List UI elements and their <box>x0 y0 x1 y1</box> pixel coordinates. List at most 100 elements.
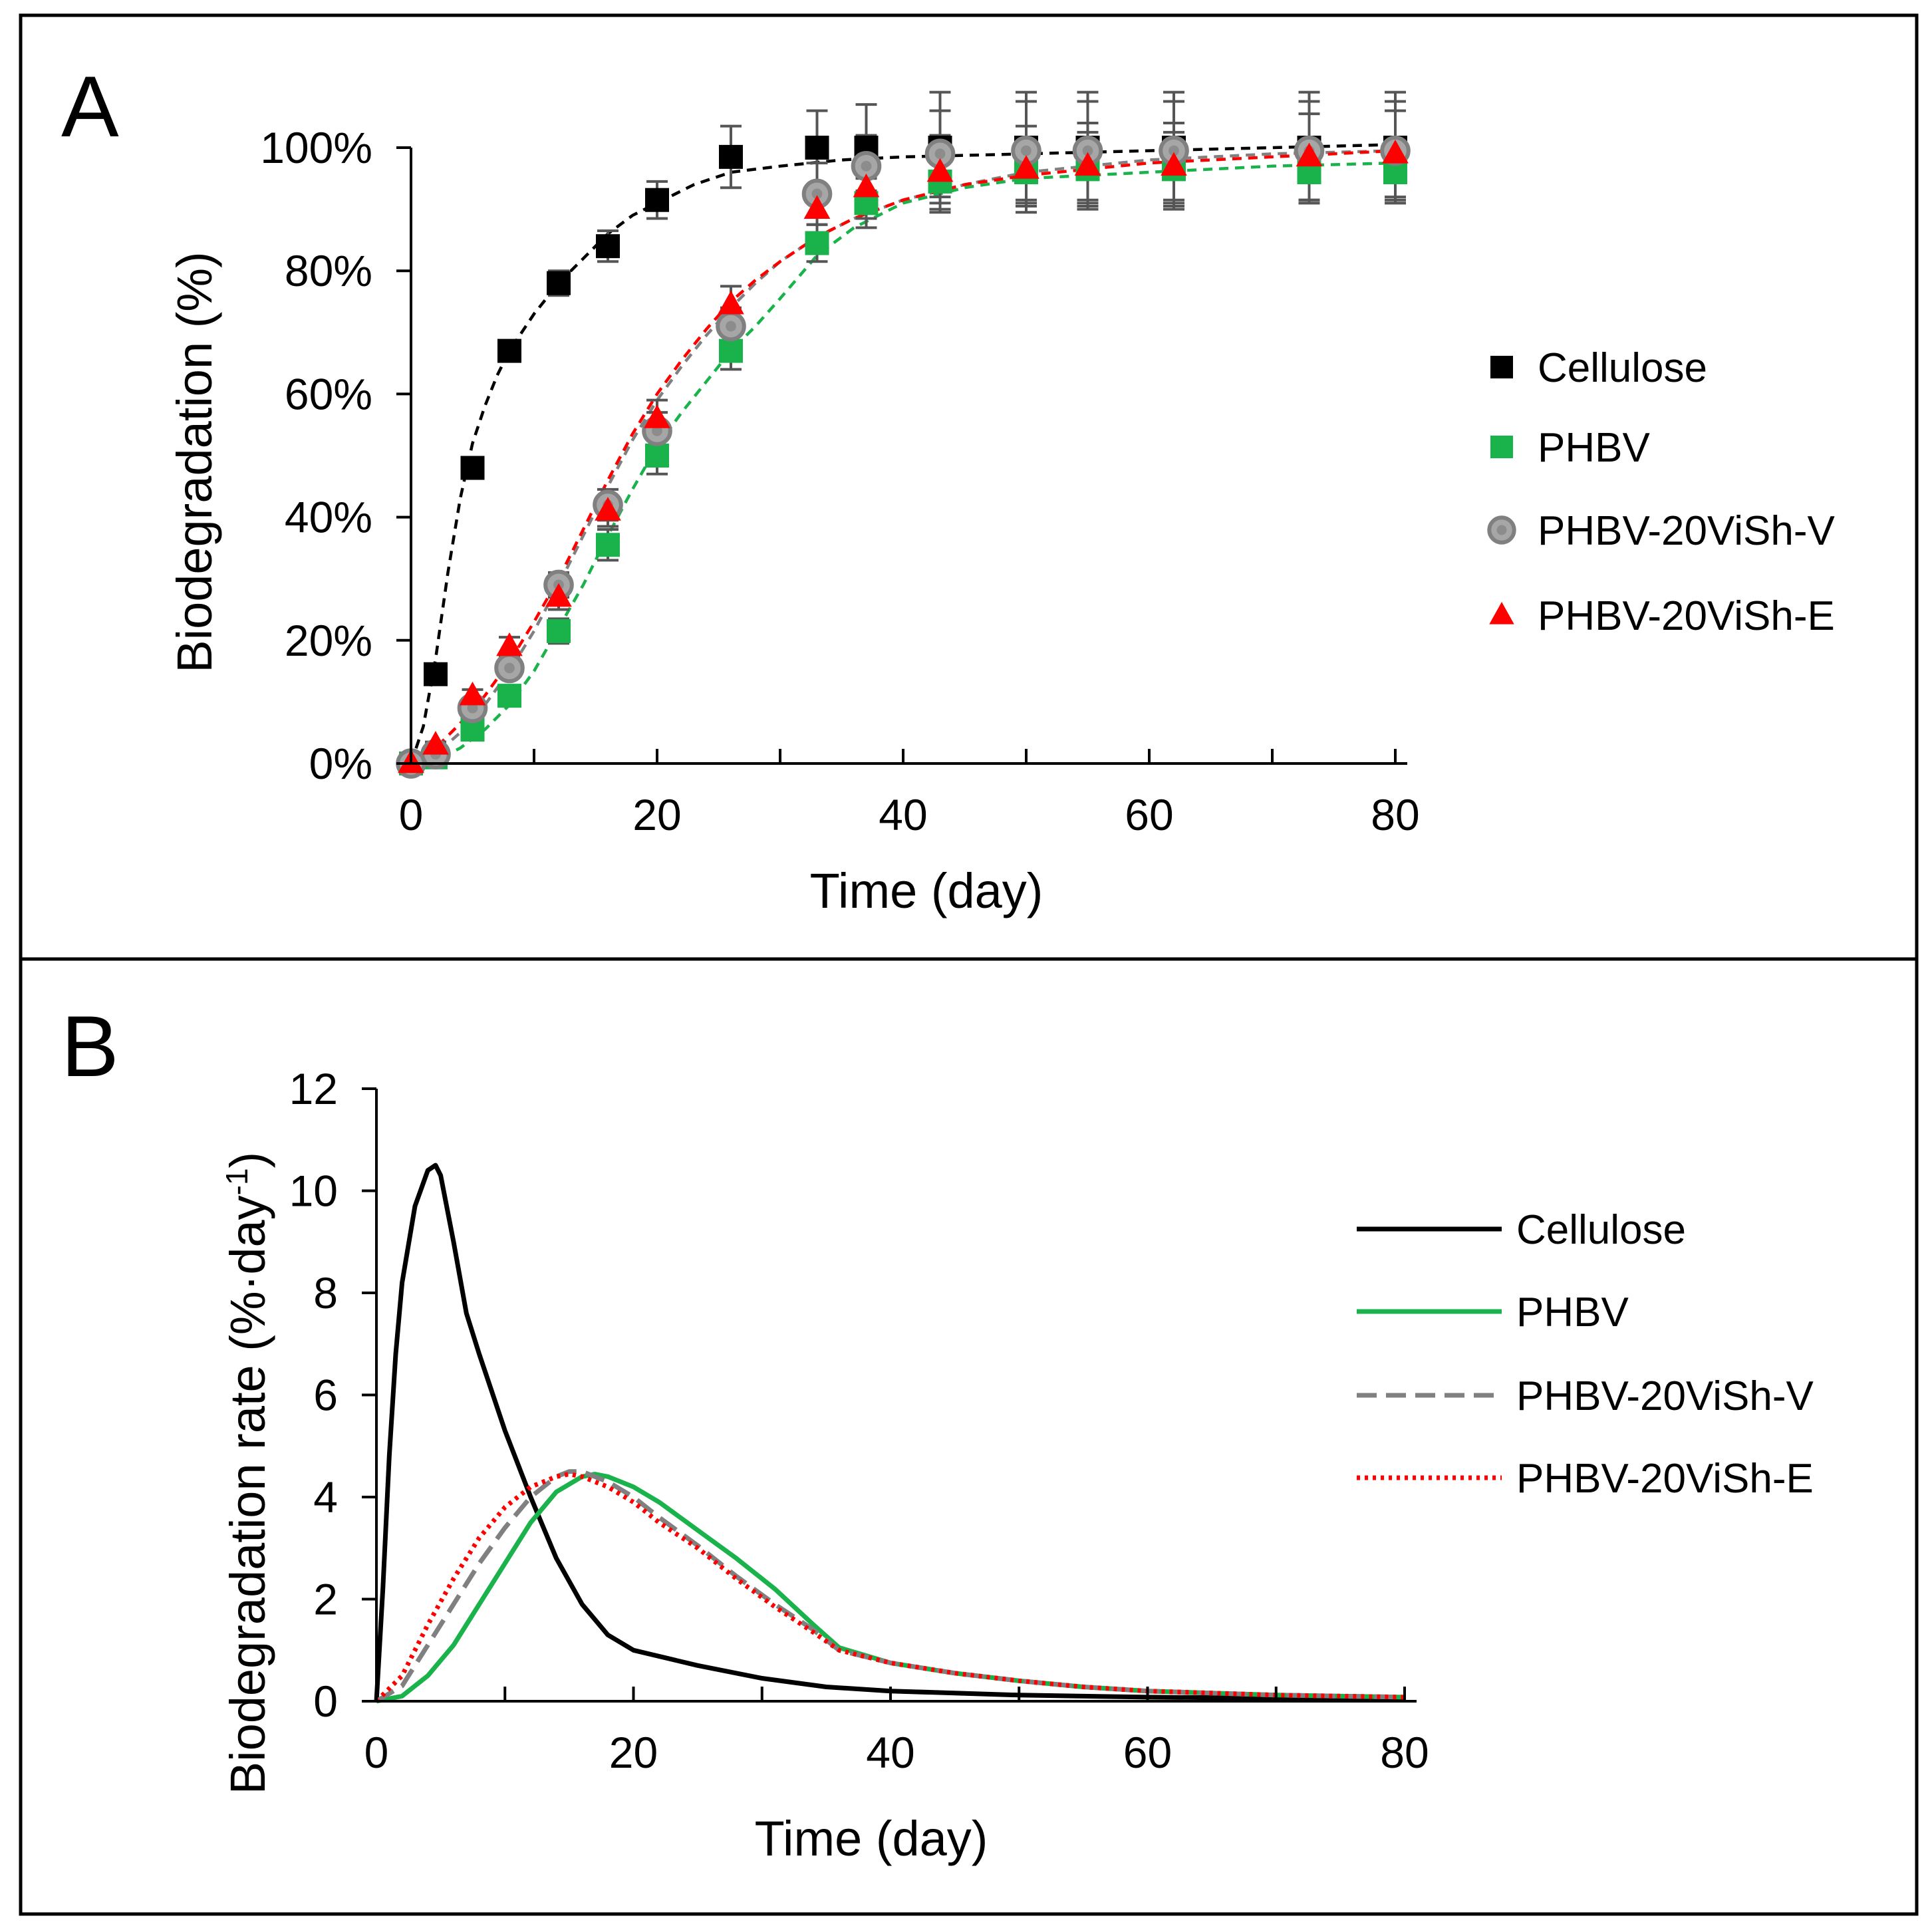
panel-a-legend: Cellulose PHBV PHBV-20ViSh-V PHBV-20ViSh-E <box>1487 345 1836 639</box>
panel-b-phbv-line <box>376 1472 1405 1704</box>
panel-a-phbv-20vish-e-point <box>1013 155 1039 179</box>
panel-a-phbv-20vish-e-point <box>1382 140 1409 164</box>
panel-b-x-tick-label: 40 <box>866 1728 914 1777</box>
panel-a-phbv-20vish-e-point <box>595 497 621 521</box>
panel-a-phbv-20vish-e-point <box>1074 152 1101 176</box>
panel-a-legend-phbv-20vish-v-marker-core <box>1496 525 1507 535</box>
panel-a-cellulose-point <box>424 662 448 686</box>
panel-a-phbv-20vish-e-point <box>1296 142 1323 167</box>
panel-a-cellulose-point <box>805 136 829 160</box>
panel-b-legend-phbv-20vish-e-label: PHBV-20ViSh-E <box>1516 1456 1814 1502</box>
panel-b-series-layer <box>374 1163 1405 1704</box>
panel-b-y-tick-label: 12 <box>289 1064 338 1113</box>
panel-a-x-tick-label: 20 <box>632 790 681 839</box>
panel-b-y-tick-label: 4 <box>313 1472 338 1522</box>
panel-a-cellulose-point <box>719 144 743 169</box>
panel-b-x-tick-label: 60 <box>1123 1728 1172 1777</box>
panel-a-phbv-20vish-v-point <box>924 138 956 170</box>
panel-b-y-tick-label: 10 <box>289 1167 338 1216</box>
panel-b-x-tick-label: 80 <box>1380 1728 1429 1777</box>
panel-a-cellulose-point <box>596 234 620 259</box>
panel-a: A 0% 20% 40% 60% 80% 100% 0 20 40 60 80 Time (day)… <box>61 58 1836 918</box>
panel-b-y-tick-label: 2 <box>313 1575 338 1624</box>
panel-a-phbv-20vish-v-point <box>716 311 746 342</box>
panel-a-phbv-20vish-v-point-core <box>652 426 662 436</box>
panel-a-phbv-20vish-v-point-core <box>467 702 478 714</box>
panel-a-cellulose-point <box>497 339 521 363</box>
panel-a-phbv-20vish-v-point-core <box>726 321 736 332</box>
panel-a-x-tick-label: 40 <box>879 790 927 839</box>
panel-b-legend-cellulose-label: Cellulose <box>1516 1207 1686 1253</box>
panel-a-x-tick-label: 80 <box>1371 790 1419 839</box>
panel-a-legend-cellulose-marker <box>1490 356 1513 378</box>
panel-b-x-axis-title: Time (day) <box>755 1811 988 1866</box>
panel-a-legend-phbv-20vish-v-label: PHBV-20ViSh-V <box>1538 508 1836 554</box>
panel-a-phbv-20vish-v-point-core <box>1169 145 1179 156</box>
panel-a-phbv-20vish-v-point <box>1011 135 1041 166</box>
panel-a-phbv-20vish-e-point <box>422 731 449 755</box>
panel-a-phbv-20vish-v-point <box>801 178 833 209</box>
panel-a-y-tick-label: 0% <box>309 739 372 788</box>
panel-a-y-tick-label: 20% <box>285 616 372 665</box>
panel-b-y-axis-title-superscript: -1 <box>219 1168 254 1195</box>
panel-a-phbv-20vish-v-fit-curve <box>410 149 1396 765</box>
panel-b-y-tick-label: 8 <box>313 1268 338 1317</box>
panel-a-cellulose-point <box>547 271 571 295</box>
panel-b-legend: Cellulose PHBV PHBV-20ViSh-V PHBV-20ViSh-E <box>1357 1207 1814 1502</box>
panel-a-phbv-point <box>497 684 521 708</box>
panel-a-x-tick-label: 0 <box>399 790 424 839</box>
panel-a-y-tick-label: 100% <box>260 123 372 172</box>
panel-a-x-axis-title: Time (day) <box>810 863 1043 918</box>
panel-a-legend-phbv-marker <box>1490 436 1513 458</box>
panel-a-legend-phbv-20vish-e-marker <box>1489 601 1514 624</box>
panel-b-legend-phbv-label: PHBV <box>1516 1290 1629 1335</box>
panel-a-y-tick-label: 40% <box>285 493 372 542</box>
panel-a-cellulose-fit-curve <box>409 143 1396 764</box>
panel-b-phbv-20vish-e-line <box>374 1472 1405 1703</box>
panel-a-phbv-20vish-e-fit-curve <box>410 149 1396 765</box>
panel-b-y-axis-title-suffix: ) <box>220 1152 275 1169</box>
panel-b: B 0 2 4 6 8 10 12 0 20 40 60 80 Time (day) Biodegra… <box>61 998 1814 1866</box>
panel-b-axes: 0 2 4 6 8 10 12 0 20 40 60 80 <box>289 1064 1429 1777</box>
panel-a-legend-phbv-20vish-v-marker <box>1487 515 1516 545</box>
panel-b-y-tick-label: 6 <box>313 1371 338 1420</box>
panel-b-x-tick-label: 20 <box>609 1728 658 1777</box>
panel-a-phbv-20vish-v-point-core <box>934 148 946 160</box>
panel-b-y-tick-label: 0 <box>313 1677 338 1726</box>
panel-a-series-layer <box>396 90 1411 779</box>
panel-a-axes: 0% 20% 40% 60% 80% 100% 0 20 40 60 80 <box>260 123 1420 839</box>
panel-a-phbv-20vish-e-point <box>644 404 670 428</box>
panel-a-y-axis-title: Biodegradation (%) <box>167 251 222 672</box>
panel-a-letter: A <box>61 58 119 155</box>
panel-a-phbv-20vish-v-point <box>851 150 882 182</box>
panel-b-y-axis-title: Biodegradation rate (%·day-1) <box>219 1152 275 1794</box>
panel-a-phbv-20vish-e-point <box>803 195 831 219</box>
panel-a-phbv-20vish-e-point <box>718 290 744 315</box>
panel-a-phbv-20vish-e-point <box>853 173 880 198</box>
panel-a-phbv-20vish-v-point-core <box>1021 145 1032 156</box>
panel-a-phbv-20vish-v-point-core <box>504 662 515 674</box>
panel-a-phbv-20vish-e-point <box>459 681 486 706</box>
panel-a-cellulose-point <box>645 188 669 212</box>
panel-a-phbv-point <box>805 231 829 255</box>
panel-a-legend-cellulose-label: Cellulose <box>1538 345 1707 391</box>
panel-a-phbv-point <box>596 533 620 557</box>
panel-a-phbv-20vish-v-point-core <box>861 160 872 172</box>
panel-a-y-tick-label: 80% <box>285 246 372 295</box>
panel-a-phbv-20vish-e-point <box>545 583 572 607</box>
panel-a-x-tick-label: 60 <box>1125 790 1173 839</box>
panel-b-x-tick-label: 0 <box>364 1728 389 1777</box>
panel-a-phbv-20vish-v-point-core <box>811 188 823 200</box>
panel-a-cellulose-point <box>460 456 485 480</box>
panel-b-legend-phbv-20vish-v-label: PHBV-20ViSh-V <box>1516 1373 1814 1419</box>
panel-b-cellulose-line <box>374 1163 1405 1702</box>
panel-b-phbv-20vish-v-line <box>375 1469 1405 1704</box>
panel-a-phbv-fit-curve <box>410 161 1396 765</box>
panel-a-phbv-point <box>719 339 743 363</box>
panel-a-phbv-20vish-v-point <box>494 652 525 684</box>
panel-a-phbv-20vish-v-point <box>1159 135 1189 166</box>
panel-b-letter: B <box>61 998 119 1095</box>
panel-a-phbv-20vish-e-point <box>926 158 954 182</box>
panel-a-phbv-point <box>547 619 571 643</box>
